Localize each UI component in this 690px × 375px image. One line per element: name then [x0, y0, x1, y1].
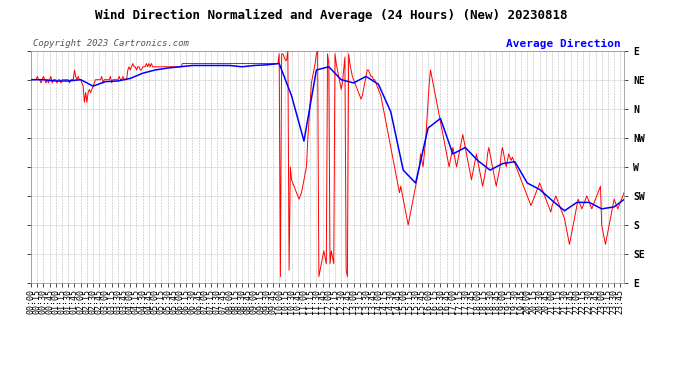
- Text: Copyright 2023 Cartronics.com: Copyright 2023 Cartronics.com: [33, 39, 189, 48]
- Text: Average Direction: Average Direction: [506, 39, 621, 50]
- Text: Wind Direction Normalized and Average (24 Hours) (New) 20230818: Wind Direction Normalized and Average (2…: [95, 9, 567, 22]
